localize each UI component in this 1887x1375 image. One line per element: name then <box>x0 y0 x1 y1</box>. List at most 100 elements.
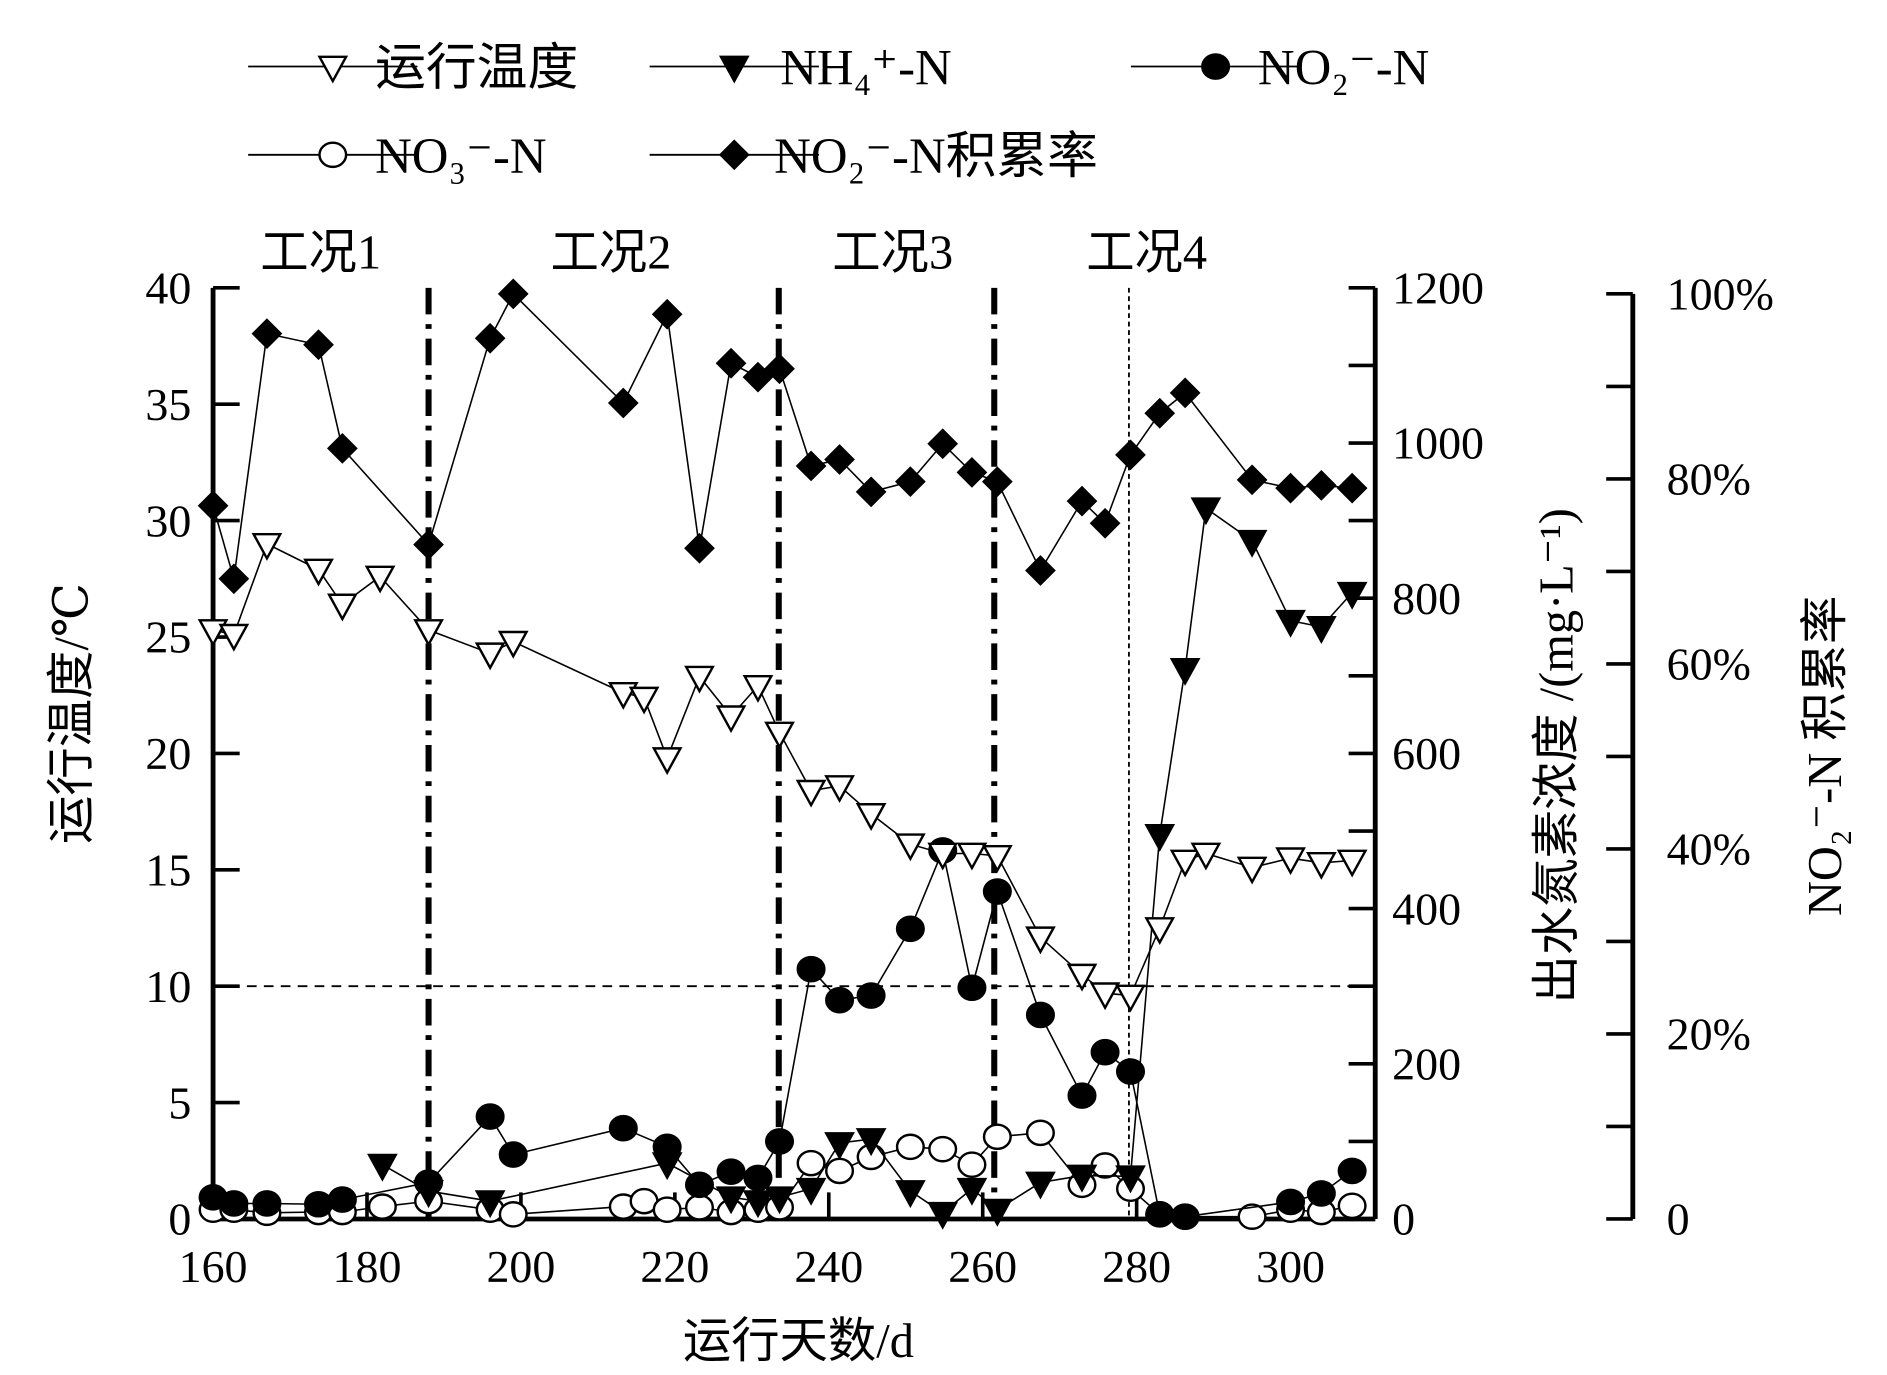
data-point <box>684 1171 714 1199</box>
data-point <box>607 681 639 710</box>
data-point <box>1275 472 1306 504</box>
data-point <box>219 1190 249 1217</box>
legend-marker <box>318 141 348 169</box>
data-point <box>825 1157 855 1185</box>
y-left-tick-label: 35 <box>145 379 191 430</box>
data-point <box>497 630 529 659</box>
data-point <box>303 329 334 361</box>
data-point <box>1145 1201 1175 1228</box>
y-right-tick-label: 200 <box>1392 1039 1461 1090</box>
series-0 <box>197 533 1368 1013</box>
x-axis-label: 运行天数/d <box>683 1315 914 1368</box>
legend-marker <box>1201 53 1231 80</box>
data-point <box>856 982 886 1009</box>
axes: 0 5 10 15 20 25 30 35 40 160 180 200 220 240 260 280 300… <box>145 263 1773 1292</box>
y-right2-tick-label: 100% <box>1667 269 1774 320</box>
data-point <box>765 1128 795 1155</box>
data-point <box>303 558 334 587</box>
data-point <box>1144 824 1176 852</box>
data-point <box>367 1153 398 1182</box>
data-point <box>1066 1164 1098 1193</box>
legend-marker <box>317 55 349 84</box>
data-point <box>364 565 396 594</box>
data-point <box>1337 1192 1367 1220</box>
y-right2-tick-label: 60% <box>1667 639 1751 690</box>
series-4 <box>197 278 1368 595</box>
data-point <box>498 1201 528 1228</box>
data-point <box>1190 497 1222 526</box>
data-point <box>1336 472 1368 504</box>
data-point <box>303 1190 334 1218</box>
data-point <box>1306 616 1337 644</box>
series-line <box>212 542 1353 997</box>
data-point <box>1115 984 1146 1013</box>
x-tick-label: 200 <box>486 1241 555 1292</box>
data-point <box>413 529 444 560</box>
y-right-tick-label: 400 <box>1392 883 1461 934</box>
data-point <box>327 1186 357 1213</box>
x-tick-label: 260 <box>948 1241 1017 1292</box>
data-point <box>1236 529 1268 558</box>
data-point <box>1276 1188 1306 1216</box>
data-point <box>1170 1203 1200 1230</box>
data-point <box>1236 464 1268 496</box>
x-tick-label: 180 <box>333 1241 402 1292</box>
data-point <box>218 563 250 595</box>
data-point <box>684 665 715 694</box>
data-point <box>743 1164 773 1192</box>
data-point <box>742 1190 774 1219</box>
legend-label: NH₄⁺-N <box>780 40 951 96</box>
y-axis-left-label: 运行温度/℃ <box>45 583 98 844</box>
data-point <box>684 532 715 564</box>
y-right2-tick-label: 0 <box>1667 1194 1690 1245</box>
data-point <box>1337 1157 1367 1185</box>
data-point <box>895 915 925 943</box>
data-point <box>1115 1058 1145 1085</box>
data-point <box>982 1123 1012 1151</box>
data-point <box>981 844 1013 873</box>
stage-label: 工况4 <box>1086 226 1207 279</box>
data-point <box>855 476 887 508</box>
data-point <box>764 353 795 385</box>
data-point <box>927 842 959 871</box>
y-left-tick-label: 30 <box>145 495 191 546</box>
data-point <box>1306 851 1337 880</box>
legend-label: NO₂⁻-N积累率 <box>774 128 1098 184</box>
data-point <box>715 1186 747 1215</box>
data-point <box>628 686 660 715</box>
stage-label: 工况3 <box>832 226 953 279</box>
data-point <box>251 533 283 561</box>
data-point <box>1025 1171 1056 1200</box>
data-point <box>895 833 926 862</box>
y-axis-right2-label: NO₂⁻-N 积累率 <box>1799 596 1852 916</box>
data-point <box>1144 397 1176 429</box>
data-point <box>1275 609 1306 638</box>
data-point <box>1336 849 1368 878</box>
y-right2-tick-label: 20% <box>1667 1009 1751 1060</box>
series-line <box>212 847 1353 1218</box>
x-tick-label: 300 <box>1256 1241 1325 1292</box>
legend-marker <box>718 139 750 171</box>
stage-label: 工况2 <box>550 226 671 279</box>
series-1 <box>367 497 1368 1230</box>
data-point <box>651 747 683 776</box>
data-point <box>981 1198 1013 1227</box>
data-point <box>764 721 795 750</box>
data-point <box>742 675 774 703</box>
x-tick-label: 280 <box>1102 1241 1171 1292</box>
data-point <box>895 1133 925 1161</box>
y-right-tick-label: 800 <box>1392 573 1461 624</box>
data-point <box>1089 982 1121 1011</box>
data-point <box>498 1141 528 1168</box>
data-point <box>367 1193 397 1220</box>
data-point <box>927 1201 959 1230</box>
y-right-tick-label: 1200 <box>1392 263 1484 314</box>
series-layer <box>197 278 1368 1230</box>
data-point <box>651 298 683 330</box>
data-point <box>1169 377 1201 409</box>
data-point <box>895 1180 926 1209</box>
data-point <box>956 842 988 871</box>
data-point <box>413 619 444 648</box>
data-point <box>475 1103 505 1130</box>
data-point <box>1306 1180 1336 1207</box>
